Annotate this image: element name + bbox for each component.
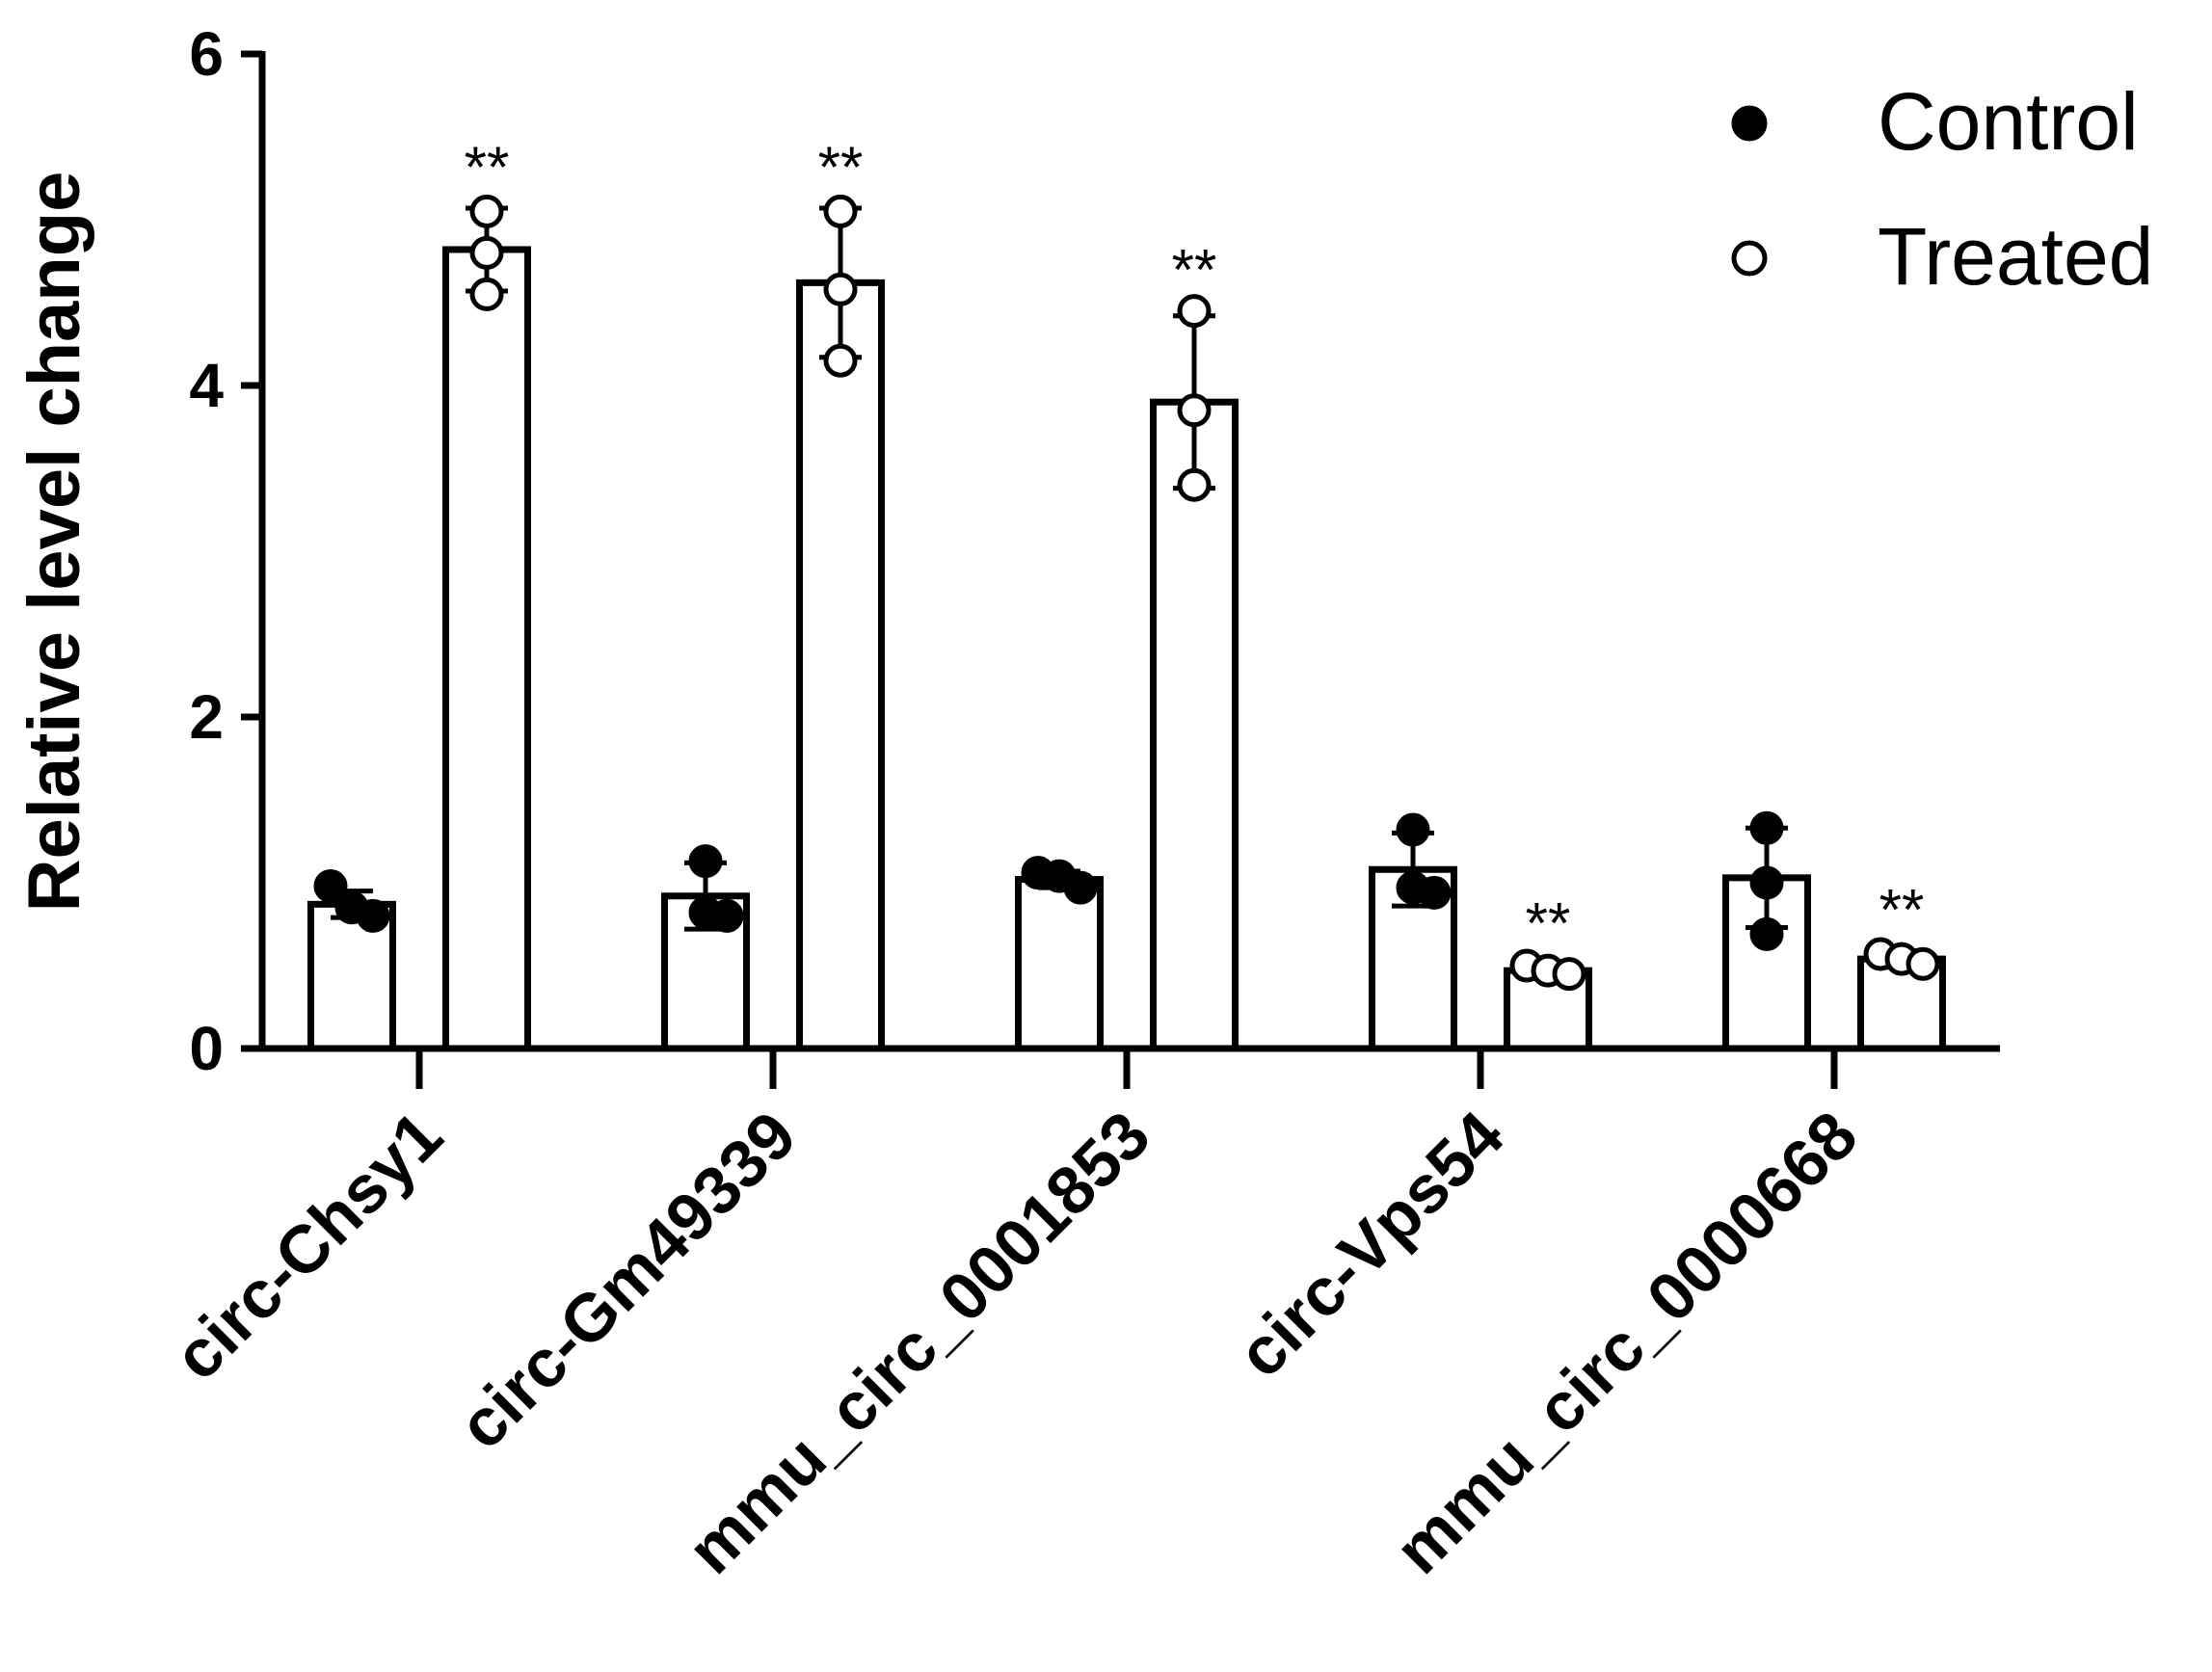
data-point [823, 272, 858, 306]
data-point [1749, 916, 1784, 951]
data-point [1552, 957, 1586, 992]
data-point [1417, 875, 1452, 910]
labels-layer: Relative level change circ-Chsy1 ** circ-G… [13, 135, 1924, 1588]
data-point [469, 235, 504, 270]
data-point [709, 898, 744, 933]
data-point [823, 194, 858, 228]
legend-label-treated: Treated [1878, 211, 2153, 302]
data-point [1906, 946, 1940, 981]
bar [796, 279, 885, 1052]
data-point [688, 844, 723, 879]
significance-label: ** [1172, 238, 1217, 303]
axes-layer: 0 2 4 6 [189, 19, 2000, 1089]
y-axis-title: Relative level change [13, 172, 95, 913]
data-point [1749, 810, 1784, 845]
x-tick-label: circ-Chsy1 [159, 1097, 456, 1393]
x-tick-label: circ-Vps54 [1223, 1097, 1518, 1392]
data-point [1177, 467, 1212, 502]
legend: Control Treated [1731, 76, 2153, 302]
y-tick-label: 2 [189, 682, 224, 752]
x-tick-label: circ-Gm49339 [444, 1097, 811, 1463]
significance-label: ** [465, 135, 510, 199]
legend-marker-treated [1731, 240, 1768, 277]
legend-label-control: Control [1878, 76, 2139, 167]
data-point [313, 868, 348, 903]
data-point [469, 277, 504, 311]
data-point [1063, 870, 1098, 905]
significance-label: ** [818, 135, 864, 199]
y-tick-label: 6 [189, 19, 224, 89]
data-point [356, 898, 390, 933]
significance-label: ** [1879, 878, 1925, 942]
significance-label: ** [1526, 890, 1571, 955]
data-point [823, 343, 858, 378]
legend-marker-control [1731, 105, 1768, 142]
bar [442, 246, 531, 1052]
y-tick-label: 0 [189, 1014, 224, 1083]
data-point [469, 194, 504, 228]
data-point [1177, 294, 1212, 329]
data-point [1177, 393, 1212, 428]
bar [1015, 876, 1104, 1052]
data-point [1749, 865, 1784, 900]
bars-layer [307, 194, 1946, 1052]
data-point [1396, 812, 1430, 847]
y-tick-label: 4 [189, 351, 224, 420]
